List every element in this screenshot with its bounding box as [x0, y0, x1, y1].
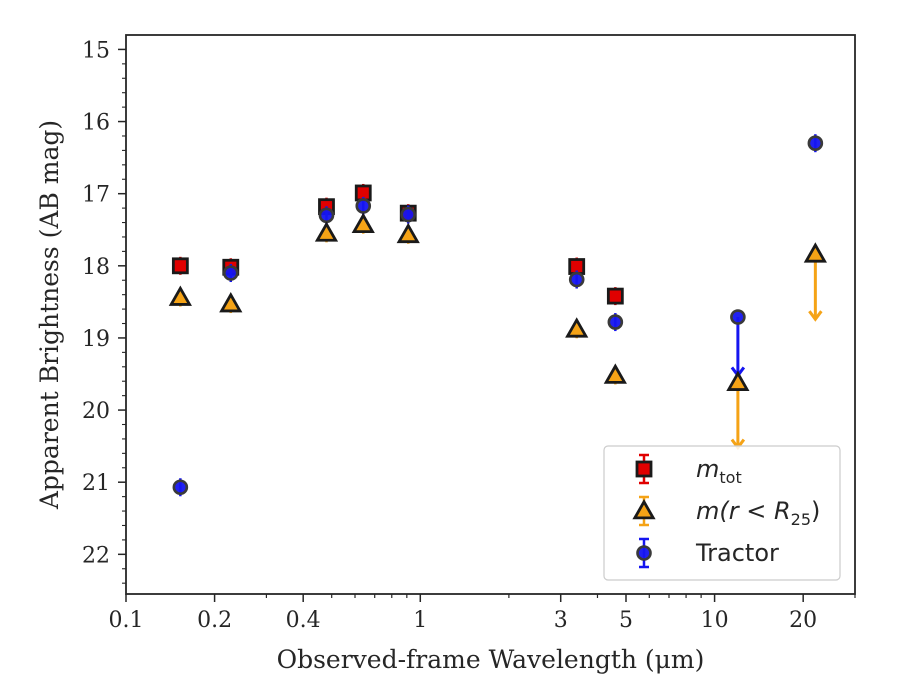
axes: 0.1 0.2 0.4 1 3 5 10 20 15 16 17 18 19 20 21 22 — [82, 34, 856, 633]
series-circle-point — [222, 264, 239, 283]
x-tick-label: 0.2 — [197, 608, 232, 633]
series-triangle-point — [168, 285, 192, 307]
y-tick-label: 16 — [82, 111, 110, 136]
triangle-marker — [726, 370, 750, 391]
series-triangle-point — [803, 242, 827, 322]
circle-marker — [568, 271, 585, 288]
series-triangle-point — [396, 222, 420, 244]
series-circle-point — [400, 205, 417, 224]
x-tick-label: 0.4 — [286, 608, 321, 633]
x-tick-label: 20 — [789, 608, 817, 633]
series-triangle-point — [726, 370, 750, 451]
plot-frame — [125, 34, 856, 595]
series-circle-point — [355, 196, 372, 215]
x-tick-label: 1 — [413, 608, 427, 633]
series-circle-point — [318, 206, 335, 225]
y-tick-label: 22 — [82, 543, 110, 568]
y-tick-label: 20 — [82, 399, 110, 424]
upper-limit-arrow — [808, 310, 823, 322]
square-marker — [171, 257, 189, 275]
circle-marker — [730, 309, 746, 325]
legend: mtot m(r < R25) Tractor — [603, 445, 841, 581]
data-points — [168, 134, 827, 497]
square-marker — [606, 287, 624, 305]
legend-circle-marker — [636, 545, 652, 561]
y-tick-label: 17 — [82, 183, 110, 208]
circle-marker — [807, 135, 824, 151]
series-circle-point — [730, 309, 746, 378]
triangle-marker — [803, 242, 827, 263]
series-circle-point — [807, 134, 824, 153]
series-triangle-point — [565, 317, 589, 339]
x-tick-label: 10 — [701, 608, 729, 633]
legend-label: mtot — [696, 455, 742, 487]
x-tick-label: 0.1 — [109, 608, 144, 633]
triangle-marker — [565, 317, 589, 338]
series-triangle-point — [603, 363, 627, 385]
circle-marker — [172, 479, 189, 496]
triangle-marker — [603, 363, 627, 384]
triangle-marker — [168, 285, 192, 306]
y-tick-label: 19 — [82, 327, 110, 352]
legend-entry: mtot — [635, 453, 742, 487]
series-triangle-point — [314, 221, 339, 243]
series-circle-point — [607, 313, 624, 332]
y-tick-label: 15 — [82, 38, 110, 63]
series-circle-point — [172, 478, 189, 497]
y-tick-label: 21 — [82, 471, 110, 496]
triangle-marker — [314, 221, 339, 242]
y-axis-label: Apparent Brightness (AB mag) — [35, 120, 64, 510]
legend-square-marker — [635, 460, 653, 478]
circle-marker — [400, 206, 417, 223]
circle-marker — [318, 207, 335, 224]
legend-label: m(r < R25) — [696, 497, 820, 529]
legend-triangle-marker — [632, 498, 656, 520]
series-triangle-point — [219, 292, 243, 314]
triangle-marker — [219, 292, 243, 313]
y-tick-label: 18 — [82, 255, 110, 280]
legend-entry: Tractor — [636, 537, 779, 569]
circle-marker — [607, 314, 624, 330]
series-square-point — [606, 287, 624, 306]
circle-marker — [355, 198, 372, 214]
x-axis-label: Observed-frame Wavelength (μm) — [277, 645, 705, 674]
series-square-point — [568, 257, 586, 276]
triangle-marker — [396, 222, 420, 244]
triangle-marker — [351, 212, 375, 233]
legend-box — [603, 445, 841, 581]
circle-marker — [222, 265, 239, 281]
x-tick-label: 3 — [554, 608, 568, 633]
series-square-point — [171, 256, 189, 275]
series-triangle-point — [351, 212, 375, 234]
series-circle-point — [568, 270, 585, 289]
legend-entry: m(r < R25) — [632, 495, 820, 529]
legend-label: Tractor — [695, 539, 779, 567]
x-tick-label: 5 — [619, 608, 633, 633]
